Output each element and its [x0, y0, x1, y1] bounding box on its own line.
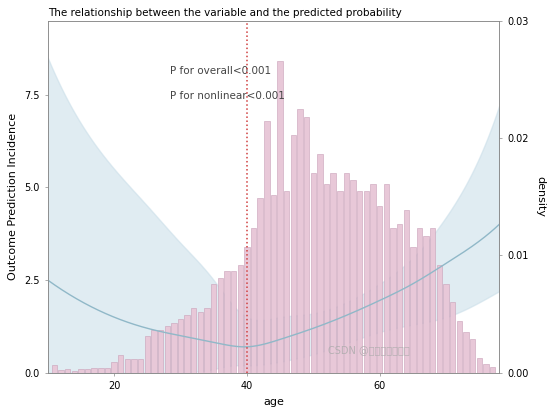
- Bar: [58, 370, 64, 373]
- Bar: [390, 228, 396, 373]
- Bar: [191, 308, 197, 373]
- Bar: [476, 358, 482, 373]
- Bar: [350, 180, 356, 373]
- X-axis label: age: age: [263, 397, 284, 407]
- Bar: [91, 369, 97, 373]
- Text: P for nonlinear<0.001: P for nonlinear<0.001: [170, 91, 285, 101]
- Bar: [463, 332, 469, 373]
- Bar: [138, 359, 143, 373]
- Bar: [370, 184, 376, 373]
- Bar: [258, 198, 263, 373]
- Bar: [244, 247, 250, 373]
- Bar: [251, 228, 257, 373]
- Bar: [490, 367, 495, 373]
- Bar: [284, 191, 289, 373]
- Bar: [125, 359, 130, 373]
- Bar: [443, 284, 449, 373]
- Bar: [171, 323, 177, 373]
- Bar: [131, 359, 137, 373]
- Bar: [324, 184, 329, 373]
- Bar: [78, 369, 84, 373]
- Bar: [397, 225, 402, 373]
- Bar: [450, 302, 455, 373]
- Bar: [417, 228, 422, 373]
- Bar: [430, 228, 435, 373]
- Text: P for overall<0.001: P for overall<0.001: [170, 66, 271, 76]
- Bar: [145, 336, 150, 373]
- Text: The relationship between the variable and the predicted probability: The relationship between the variable an…: [48, 8, 402, 18]
- Bar: [383, 184, 389, 373]
- Y-axis label: density: density: [536, 176, 546, 217]
- Bar: [178, 319, 183, 373]
- Bar: [291, 135, 296, 373]
- Bar: [151, 330, 157, 373]
- Bar: [278, 61, 283, 373]
- Bar: [297, 110, 302, 373]
- Bar: [423, 236, 429, 373]
- Bar: [304, 117, 309, 373]
- Bar: [198, 312, 203, 373]
- Bar: [224, 271, 230, 373]
- Bar: [437, 265, 442, 373]
- Bar: [52, 365, 57, 373]
- Bar: [357, 191, 362, 373]
- Bar: [377, 206, 382, 373]
- Bar: [470, 339, 475, 373]
- Bar: [85, 369, 90, 373]
- Bar: [238, 265, 243, 373]
- Bar: [71, 371, 77, 373]
- Bar: [271, 195, 276, 373]
- Bar: [118, 355, 124, 373]
- Bar: [343, 173, 349, 373]
- Bar: [165, 327, 170, 373]
- Bar: [105, 369, 110, 373]
- Bar: [211, 284, 217, 373]
- Bar: [311, 173, 316, 373]
- Bar: [65, 369, 70, 373]
- Bar: [111, 361, 117, 373]
- Bar: [331, 173, 336, 373]
- Bar: [317, 154, 322, 373]
- Bar: [158, 330, 163, 373]
- Bar: [483, 364, 489, 373]
- Bar: [218, 278, 223, 373]
- Bar: [204, 308, 210, 373]
- Bar: [184, 315, 190, 373]
- Text: CSDN @天桥下的卖艺者: CSDN @天桥下的卖艺者: [327, 345, 409, 355]
- Bar: [363, 191, 369, 373]
- Bar: [264, 121, 270, 373]
- Bar: [231, 271, 237, 373]
- Bar: [410, 247, 416, 373]
- Bar: [456, 321, 462, 373]
- Bar: [337, 191, 342, 373]
- Bar: [98, 369, 104, 373]
- Y-axis label: Outcome Prediction Incidence: Outcome Prediction Incidence: [8, 113, 18, 280]
- Bar: [403, 210, 409, 373]
